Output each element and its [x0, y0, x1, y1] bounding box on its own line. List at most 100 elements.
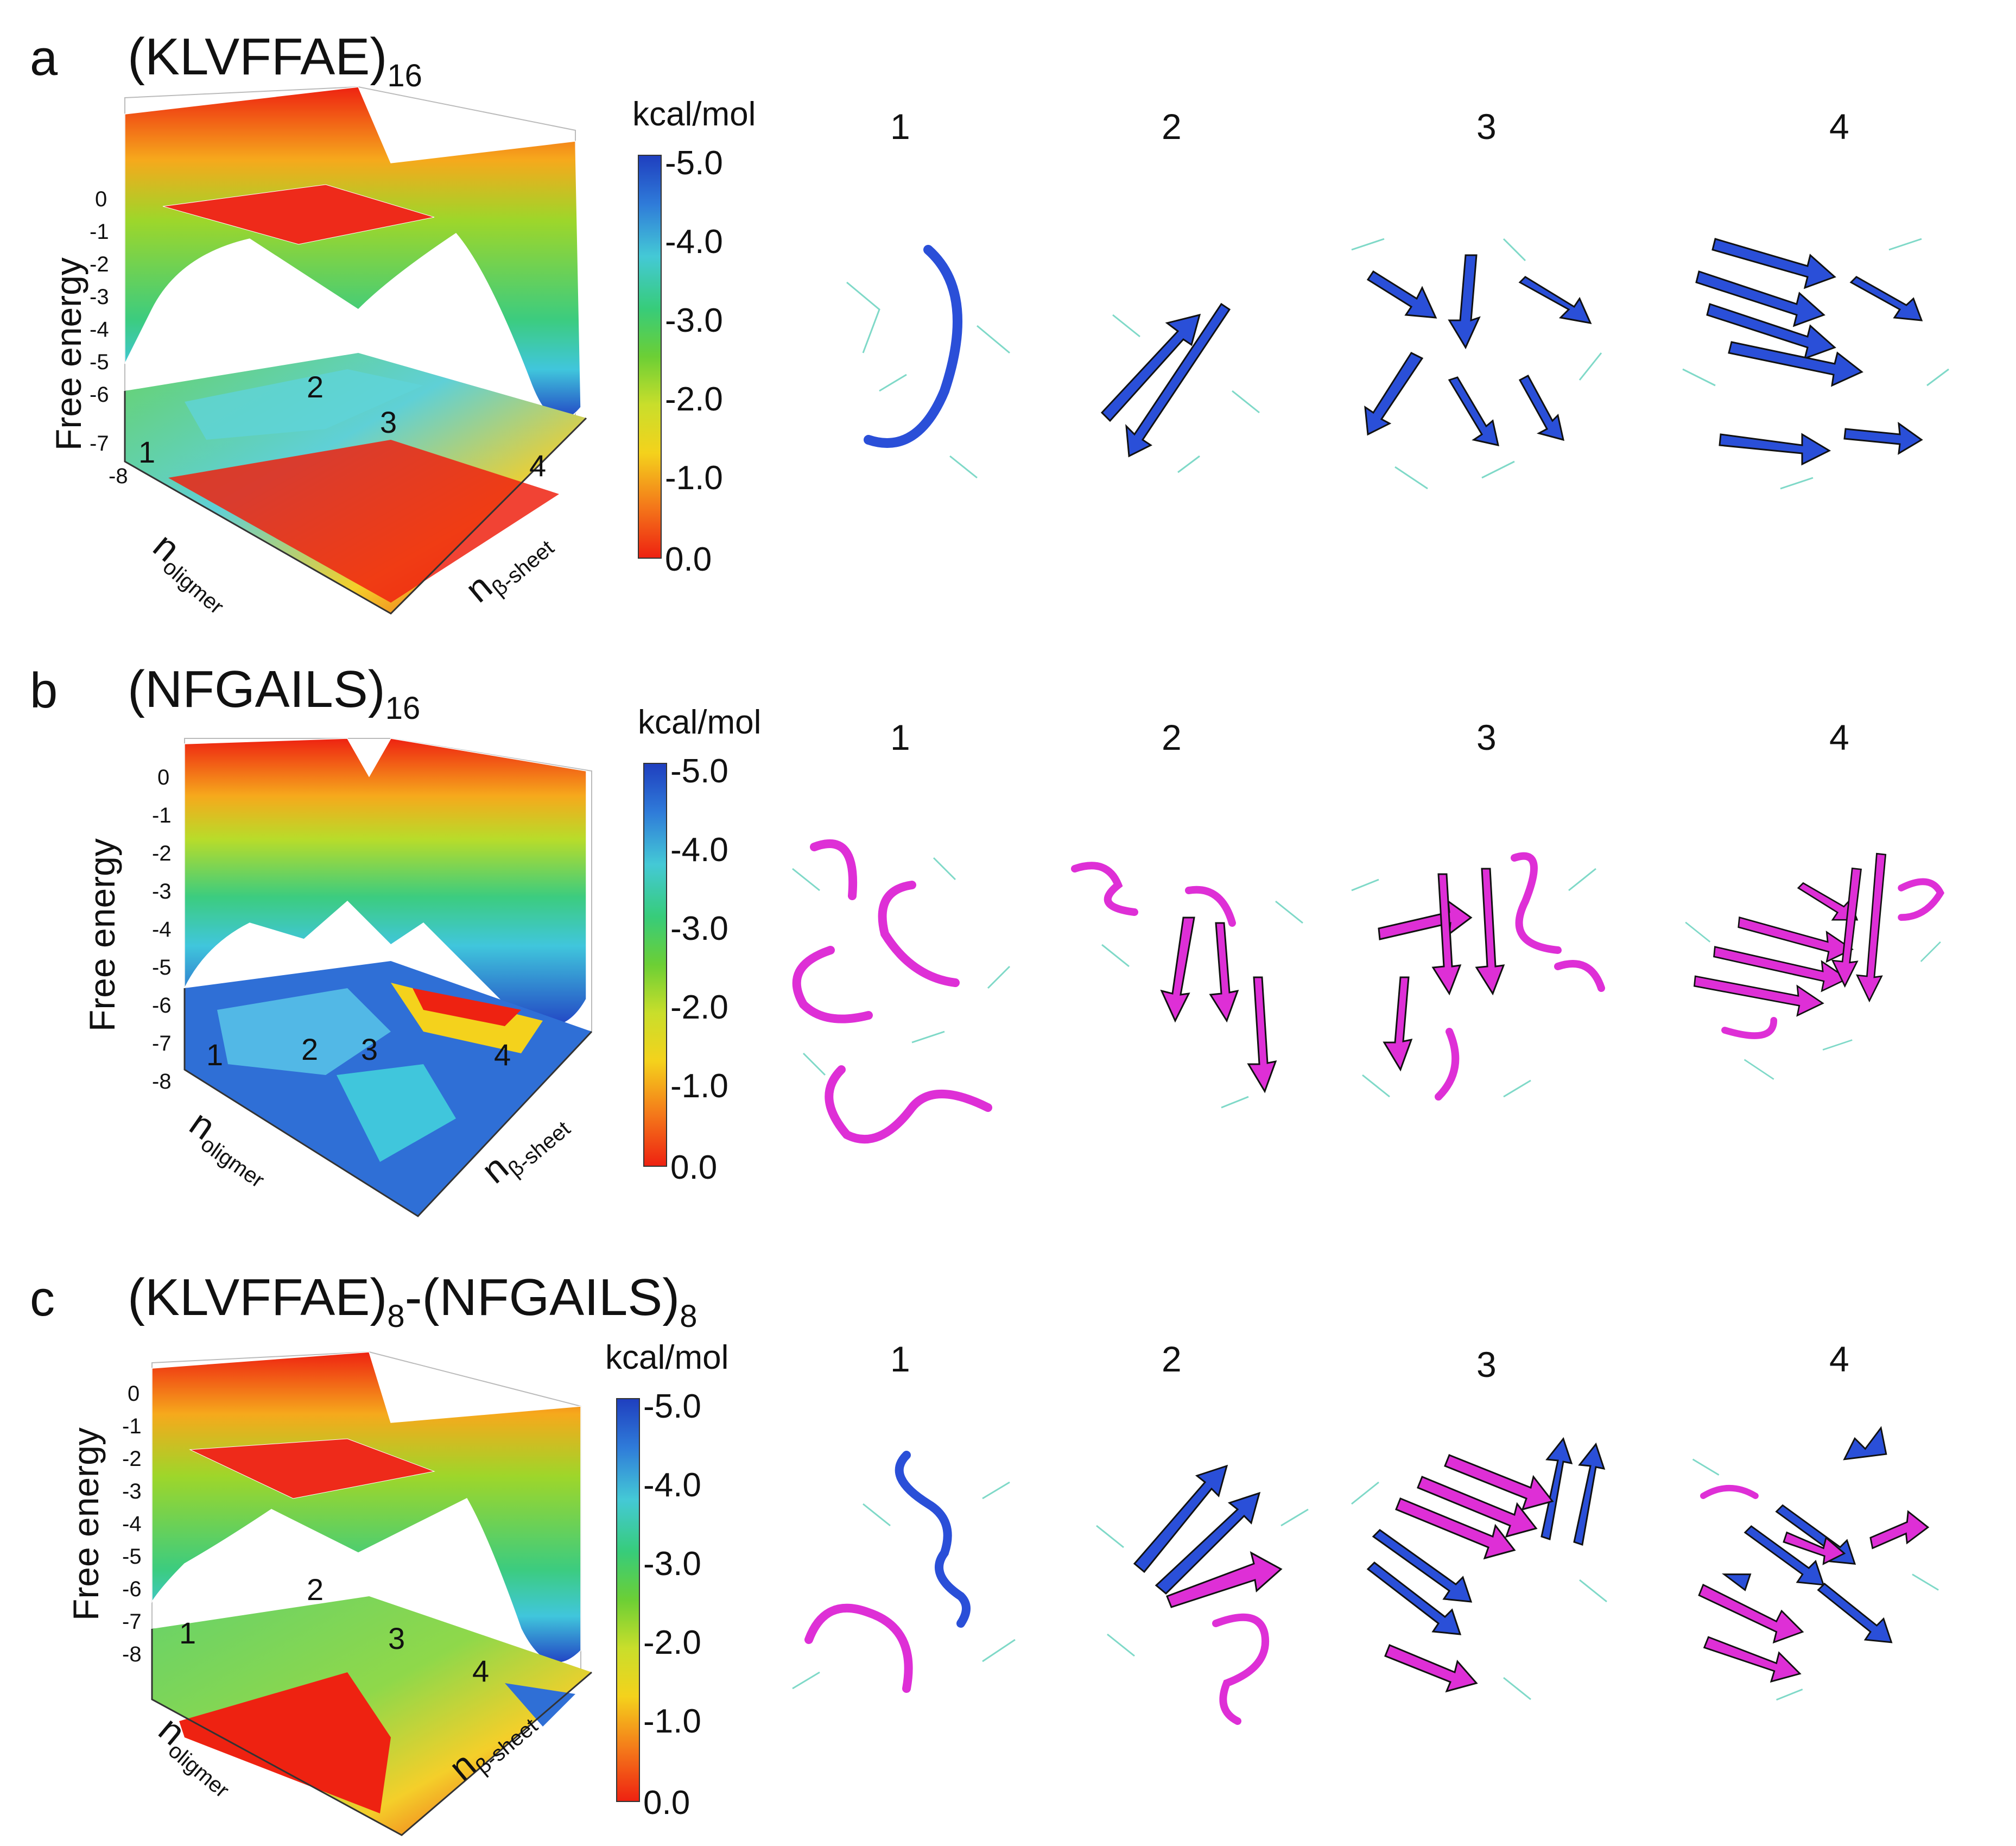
colorbar-tick: -3.0: [643, 1545, 701, 1583]
title-second-subscript: 8: [680, 1299, 698, 1334]
z-tick: -4: [90, 318, 109, 342]
z-tick: -1: [122, 1414, 142, 1438]
colorbar-tick: -4.0: [665, 223, 723, 261]
z-tick: -6: [152, 994, 172, 1017]
free-energy-surface-plot: [183, 738, 593, 1217]
colorbar-tick: -2.0: [670, 989, 728, 1026]
panel-a: a (KLVFFAE)16 0 -1 -2 -3 -4 -5: [0, 0, 2016, 619]
colorbar-tick: -1.0: [670, 1067, 728, 1105]
colorbar-tick: -4.0: [643, 1466, 701, 1504]
minimum-label: 4: [529, 448, 547, 483]
z-tick: -6: [122, 1577, 142, 1601]
snapshot-label: 1: [890, 1339, 910, 1379]
snapshot-label: 4: [1829, 106, 1849, 147]
title-subscript: 16: [385, 691, 421, 726]
structure-snapshot-4: [1692, 1426, 1939, 1701]
colorbar-tick: -5.0: [665, 144, 723, 182]
colorbar: [638, 155, 662, 559]
colorbar-tick: -1.0: [665, 459, 723, 497]
minimum-label: 3: [388, 1621, 405, 1655]
structure-snapshot-3: [1351, 1437, 1607, 1700]
structure-snapshot-4: [1682, 238, 1949, 490]
panel-title: (KLVFFAE)8-(NFGAILS)8: [128, 1268, 698, 1335]
minimum-label: 1: [179, 1616, 196, 1650]
colorbar-tick: -3.0: [670, 910, 728, 947]
structure-snapshot-1: [792, 839, 1011, 1144]
panel-title: (NFGAILS)16: [128, 660, 420, 726]
z-axis-label: Free energy: [66, 1427, 106, 1621]
z-tick: -1: [152, 804, 172, 827]
structure-snapshot-2: [1071, 862, 1303, 1109]
snapshot-label: 2: [1162, 717, 1182, 757]
colorbar-tick: -2.0: [665, 381, 723, 418]
z-tick: -3: [152, 880, 172, 903]
colorbar-tick: -1.0: [643, 1703, 701, 1740]
snapshot-label: 1: [890, 106, 910, 147]
snapshot-label: 4: [1829, 717, 1849, 757]
z-tick: -8: [122, 1642, 142, 1666]
snapshot-label: 1: [890, 717, 910, 757]
colorbar-tick: -5.0: [643, 1388, 701, 1425]
colorbar-tick: -2.0: [643, 1624, 701, 1661]
z-axis-label: Free energy: [48, 257, 88, 451]
z-tick: -7: [90, 432, 109, 456]
z-tick: -2: [90, 252, 109, 276]
z-tick: -5: [152, 956, 172, 979]
minimum-label: 3: [380, 405, 397, 439]
colorbar-unit: kcal/mol: [605, 1339, 729, 1376]
minimum-label: 1: [138, 435, 156, 469]
free-energy-surface-plot: [151, 1351, 592, 1836]
z-axis-label: Free energy: [82, 838, 122, 1032]
z-tick: 0: [95, 187, 107, 211]
title-subscript: 8: [387, 1299, 405, 1334]
colorbar-unit: kcal/mol: [638, 704, 762, 741]
title-main: (NFGAILS): [128, 660, 385, 718]
title-second-part: -(NFGAILS): [404, 1268, 680, 1326]
z-tick: -7: [152, 1032, 172, 1055]
colorbar-tick: -4.0: [670, 831, 728, 869]
title-main: (KLVFFAE): [128, 1268, 388, 1326]
minimum-label: 2: [307, 1572, 324, 1607]
structure-snapshot-1: [846, 245, 1010, 479]
snapshot-label: 3: [1476, 1344, 1497, 1384]
snapshot-label: 2: [1162, 1339, 1182, 1379]
z-tick: -8: [109, 464, 128, 488]
z-tick: -7: [122, 1610, 142, 1634]
title-subscript: 16: [387, 58, 422, 93]
colorbar-tick: -5.0: [670, 753, 728, 790]
panel-c: c (KLVFFAE)8-(NFGAILS)8 0 -1 -2 -3 -4 -5…: [0, 1222, 2016, 1836]
structure-snapshot-1: [792, 1451, 1016, 1693]
minimum-label: 2: [301, 1032, 319, 1066]
snapshot-label: 4: [1829, 1339, 1849, 1379]
z-tick: -3: [90, 285, 109, 309]
panel-letter: b: [30, 663, 58, 718]
colorbar-unit: kcal/mol: [632, 96, 756, 133]
structure-snapshot-4: [1685, 852, 1945, 1080]
snapshot-label: 3: [1476, 717, 1497, 757]
z-tick: 0: [128, 1382, 140, 1406]
minimum-label: 2: [307, 370, 324, 404]
free-energy-surface-plot: [124, 86, 587, 615]
z-tick: -1: [90, 220, 109, 244]
colorbar-tick: 0.0: [665, 541, 712, 578]
snapshot-label: 3: [1476, 106, 1497, 147]
structure-snapshot-2: [1100, 302, 1260, 473]
panel-letter: c: [30, 1271, 55, 1326]
panel-title: (KLVFFAE)16: [128, 27, 422, 94]
panel-letter: a: [30, 30, 58, 86]
z-tick: -6: [90, 383, 109, 407]
energy-surface: [184, 738, 587, 1027]
z-tick: 0: [157, 766, 170, 789]
colorbar-tick: 0.0: [643, 1784, 690, 1822]
minimum-label: 3: [361, 1032, 378, 1066]
colorbar: [643, 763, 667, 1167]
colorbar-tick: -3.0: [665, 302, 723, 339]
panel-b: b (NFGAILS)16 0 -1 -2 -3 -4 -5 -6 -7 -8 …: [0, 619, 2016, 1232]
title-main: (KLVFFAE): [128, 28, 388, 86]
z-tick: -4: [152, 918, 172, 941]
structure-snapshot-3: [1351, 852, 1605, 1101]
colorbar: [616, 1398, 640, 1802]
snapshot-label: 2: [1162, 106, 1182, 147]
z-tick: -5: [90, 350, 109, 374]
minimum-label: 4: [494, 1038, 511, 1072]
